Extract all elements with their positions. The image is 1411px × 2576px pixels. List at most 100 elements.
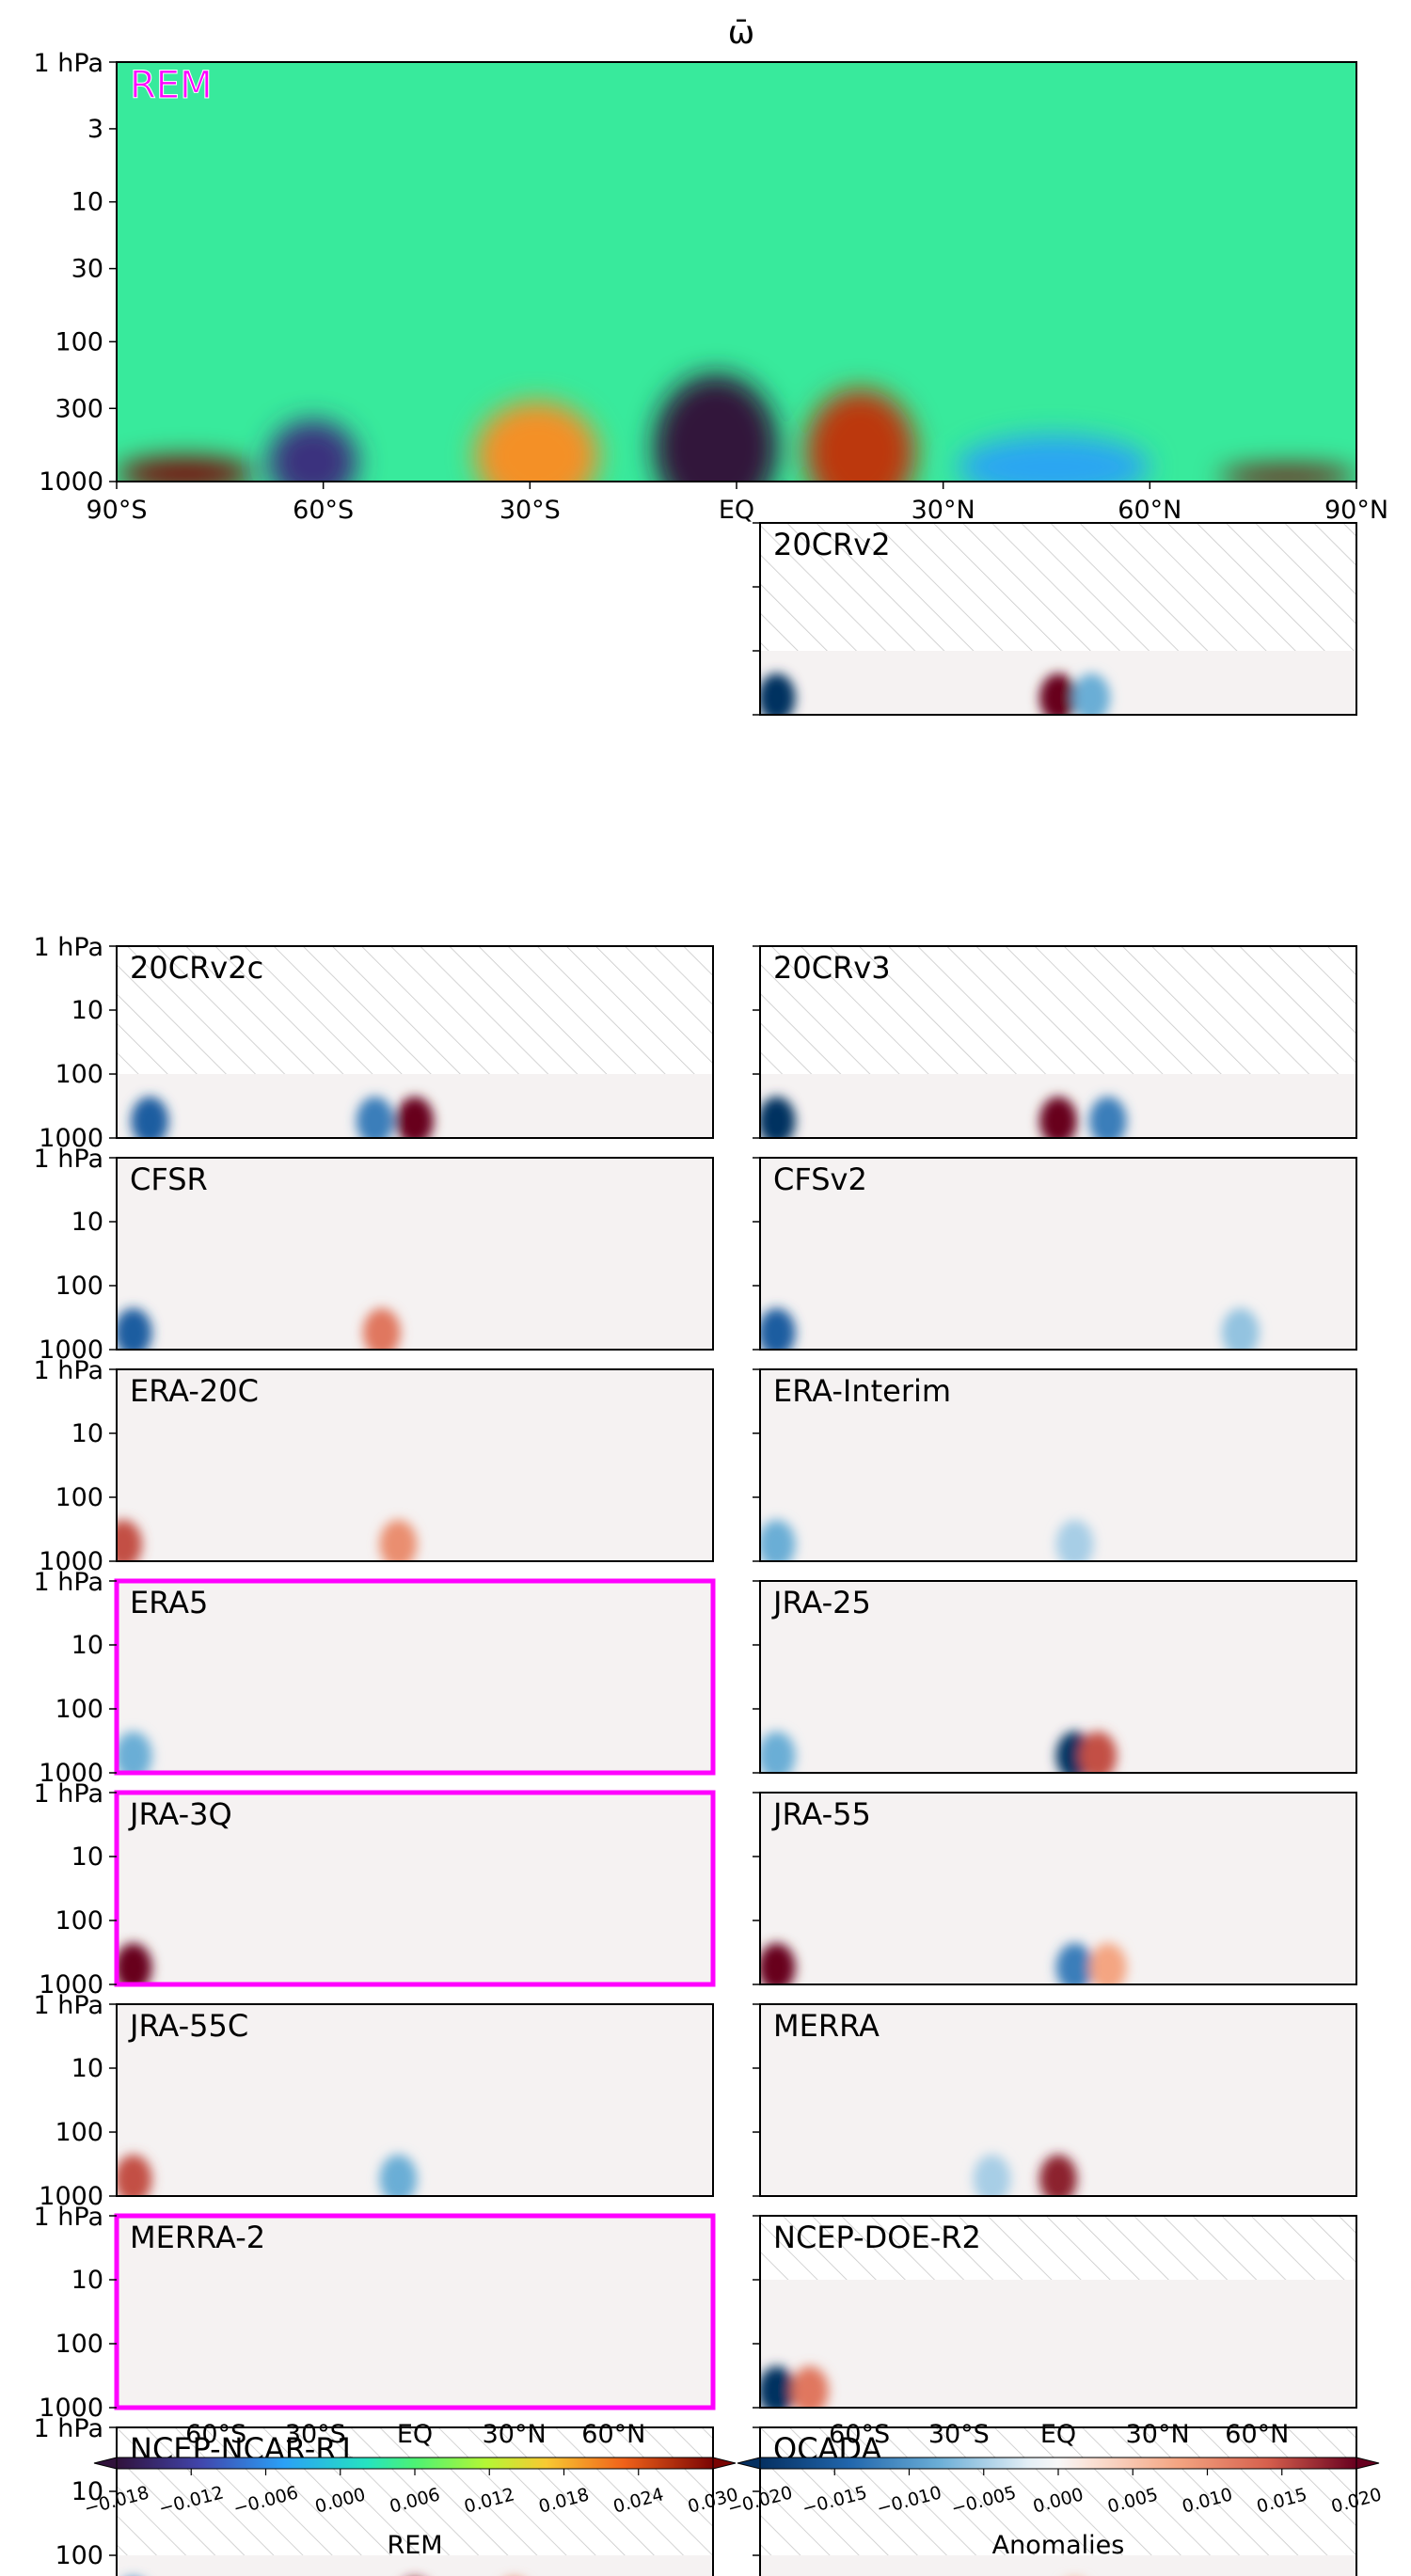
- panel-frame: [759, 1792, 1357, 1985]
- panel-frame: [116, 2426, 714, 2576]
- anomaly-feature-1: [1088, 1097, 1127, 1138]
- anomaly-feature-1: [1221, 1308, 1260, 1350]
- ytick-label: 100: [55, 1272, 103, 1301]
- rem-ytick-label: 100: [55, 327, 103, 356]
- rem-ytick-label: 30: [71, 255, 103, 284]
- colorbar-extend-max: [712, 2457, 737, 2470]
- rem-feature-4: [805, 388, 916, 482]
- panel-era-20c: ERA-20C 1 hPa 10 100 1000: [34, 1356, 714, 1576]
- colorbar-lat-label: 30°N: [483, 2420, 547, 2449]
- panel-label: CFSR: [130, 1162, 208, 1197]
- colorbar-lat-label: 30°N: [1126, 2420, 1190, 2449]
- colorbar-extend-min: [93, 2457, 118, 2470]
- anomaly-feature-0: [362, 1308, 401, 1350]
- anomaly-feature-1: [973, 2155, 1011, 2196]
- ytick-label: 100: [55, 1906, 103, 1936]
- panel-20crv2c: 20CRv2c 1 hPa 10 100 1000: [34, 933, 714, 1153]
- anomaly-feature-0: [117, 2155, 152, 2196]
- panel-era-interim: ERA-Interim: [753, 1368, 1357, 1562]
- rem-feature-6: [1218, 466, 1356, 482]
- panel-20crv2: 20CRv2: [753, 522, 1357, 716]
- no-data-hatch: [117, 2427, 713, 2555]
- rem-ytick-label: 10: [71, 188, 103, 217]
- colorbar-lat-label: 60°N: [1225, 2420, 1289, 2449]
- rem-label: REM: [130, 64, 213, 107]
- rem-xtick-label: 90°N: [1324, 496, 1388, 525]
- panel-frame: [759, 522, 1357, 716]
- anomaly-feature-2: [760, 1097, 796, 1138]
- no-data-hatch: [117, 946, 713, 1074]
- panel-label: NCEP-DOE-R2: [773, 2220, 981, 2255]
- panel-frame: [114, 1578, 716, 1776]
- colorbar-label: Anomalies: [992, 2531, 1125, 2560]
- anomaly-field: [117, 1581, 713, 1773]
- anomaly-feature-0: [1039, 2155, 1077, 2196]
- rem-ytick-label: 1000: [39, 467, 103, 497]
- ytick-label: 1000: [39, 1124, 103, 1153]
- panel-frame: [114, 2213, 716, 2410]
- ytick-label: 100: [55, 1060, 103, 1089]
- rem-feature-0: [117, 457, 255, 482]
- colorbar-bar: [759, 2457, 1357, 2470]
- panel-label: 20CRv3: [773, 950, 891, 986]
- panel-merra-2: MERRA-2 1 hPa 10 100 1000: [34, 2203, 716, 2423]
- panel-jra-25: JRA-25: [753, 1580, 1357, 1774]
- panel-frame: [759, 1368, 1357, 1562]
- panel-label: CFSv2: [773, 1162, 867, 1197]
- anomaly-feature-0: [1039, 673, 1077, 715]
- colorbar-lat-label: 30°S: [285, 2420, 346, 2449]
- rem-xtick-label: 30°N: [912, 496, 975, 525]
- rem-xtick-label: 30°S: [499, 496, 561, 525]
- ytick-label: 1 hPa: [34, 933, 104, 962]
- panel-label: JRA-55: [771, 1796, 871, 1832]
- anomaly-feature-1: [1079, 1731, 1118, 1773]
- anomaly-feature-0: [760, 1308, 796, 1350]
- ytick-label: 10: [71, 1208, 103, 1237]
- ytick-label: 10: [71, 2477, 103, 2506]
- no-data-hatch: [760, 523, 1356, 651]
- panel-label: JRA-55C: [128, 2008, 248, 2044]
- ytick-label: 1000: [39, 2394, 103, 2423]
- colorbar-bar: [116, 2457, 714, 2470]
- panel-ncep-doe-r2: NCEP-DOE-R2: [753, 2215, 1357, 2409]
- panel-label: 20CRv2: [773, 527, 891, 562]
- ytick-label: 1000: [39, 1547, 103, 1576]
- panel-frame: [759, 2426, 1357, 2576]
- anomaly-feature-0: [760, 1520, 796, 1561]
- colorbar-lat-label: 60°N: [581, 2420, 645, 2449]
- ytick-label: 1 hPa: [34, 1356, 104, 1385]
- panel-frame: [116, 945, 714, 1139]
- ytick-label: 10: [71, 1842, 103, 1872]
- panel-label: MERRA-2: [130, 2220, 265, 2255]
- colorbar-lat-label: EQ: [1040, 2420, 1076, 2449]
- colorbar-lat-label: 30°S: [928, 2420, 990, 2449]
- panel-label: ERA-20C: [130, 1373, 259, 1409]
- panel-20crv3: 20CRv3: [753, 945, 1357, 1139]
- anomaly-panels: 20CRv2 20CRv2c 1 hPa 10 100 1000 20CRv3 CFSR 1 h…: [34, 522, 1357, 2576]
- anomaly-field: [760, 2555, 1356, 2576]
- ytick-label: 1 hPa: [34, 1991, 104, 2020]
- anomaly-feature-1: [1055, 1520, 1094, 1561]
- anomaly-feature-0: [117, 1943, 152, 1984]
- panel-frame: [759, 1157, 1357, 1351]
- colorbar-lat-label: EQ: [397, 2420, 433, 2449]
- panel-era5: ERA5 1 hPa 10 100 1000: [34, 1568, 716, 1788]
- rem-ytick-label: 3: [87, 115, 103, 144]
- anomaly-field: [117, 2004, 713, 2196]
- panel-frame: [114, 1790, 716, 1987]
- panel-jra-55c: JRA-55C 1 hPa 10 100 1000: [34, 1991, 714, 2211]
- rem-feature-1: [268, 419, 358, 482]
- ytick-label: 1 hPa: [34, 1779, 104, 1809]
- anomaly-feature-0: [760, 2366, 796, 2408]
- anomaly-field: [760, 1369, 1356, 1561]
- figure-title: ω̄: [728, 14, 754, 52]
- anomaly-field: [117, 2555, 713, 2576]
- panel-frame: [116, 1157, 714, 1351]
- panel-frame: [759, 2003, 1357, 2197]
- ytick-label: 10: [71, 1631, 103, 1660]
- anomaly-field: [760, 1581, 1356, 1773]
- anomaly-feature-0: [1039, 1097, 1077, 1138]
- ytick-label: 10: [71, 2054, 103, 2083]
- ytick-label: 100: [55, 2118, 103, 2147]
- ytick-label: 10: [71, 2266, 103, 2295]
